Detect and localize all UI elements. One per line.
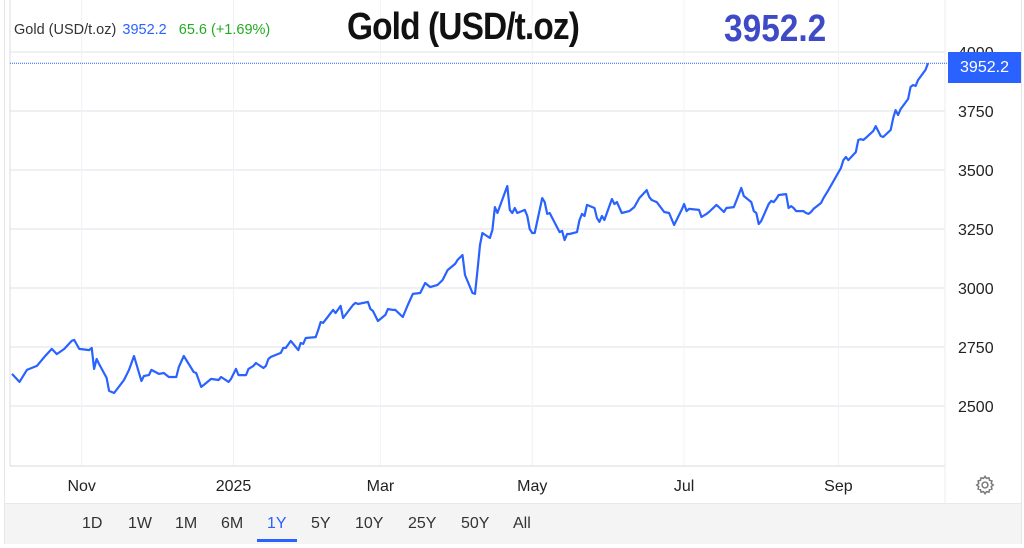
price-line bbox=[11, 62, 930, 395]
headline-price: 3952.2 bbox=[724, 8, 827, 50]
legend-last-price: 3952.2 bbox=[122, 22, 167, 38]
page-title: Gold (USD/t.oz) bbox=[347, 6, 580, 48]
range-button-1w[interactable]: 1W bbox=[128, 515, 152, 532]
y-tick-label: 3500 bbox=[958, 163, 994, 180]
range-button-5y[interactable]: 5Y bbox=[311, 515, 331, 532]
y-tick-label: 3000 bbox=[958, 281, 994, 298]
grid bbox=[9, 0, 946, 503]
chart-legend: Gold (USD/t.oz) 3952.2 65.6 (+1.69%) bbox=[14, 22, 270, 38]
range-button-10y[interactable]: 10Y bbox=[355, 515, 384, 532]
y-tick-label: 2500 bbox=[958, 399, 994, 416]
x-tick-label: Mar bbox=[367, 478, 395, 495]
range-button-1d[interactable]: 1D bbox=[82, 515, 103, 532]
y-axis: 2500275030003250350037504000 bbox=[958, 45, 994, 416]
legend-instrument: Gold (USD/t.oz) bbox=[14, 22, 117, 38]
x-tick-label: Nov bbox=[67, 478, 95, 495]
range-button-6m[interactable]: 6M bbox=[221, 515, 244, 532]
range-button-all[interactable]: All bbox=[513, 515, 531, 532]
range-button-1m[interactable]: 1M bbox=[175, 515, 198, 532]
y-tick-label: 2750 bbox=[958, 340, 994, 357]
x-axis: Nov 2025 Mar May Jul Sep bbox=[67, 478, 852, 495]
range-button-1y[interactable]: 1Y bbox=[257, 512, 296, 542]
y-tick-label: 3750 bbox=[958, 104, 994, 121]
range-button-25y[interactable]: 25Y bbox=[408, 515, 437, 532]
x-tick-label: 2025 bbox=[216, 478, 252, 495]
x-tick-label: May bbox=[517, 478, 547, 495]
last-price-tag: 3952.2 bbox=[948, 52, 1021, 83]
range-button-50y[interactable]: 50Y bbox=[461, 515, 490, 532]
x-tick-label: Sep bbox=[824, 478, 853, 495]
range-toolbar: 1D 1W 1M 6M 1Y 5Y 10Y 25Y 50Y All bbox=[5, 503, 1021, 544]
y-tick-label: 3250 bbox=[958, 222, 994, 239]
legend-change: 65.6 (+1.69%) bbox=[178, 22, 271, 38]
gear-icon[interactable] bbox=[974, 474, 996, 496]
x-tick-label: Jul bbox=[674, 478, 694, 495]
